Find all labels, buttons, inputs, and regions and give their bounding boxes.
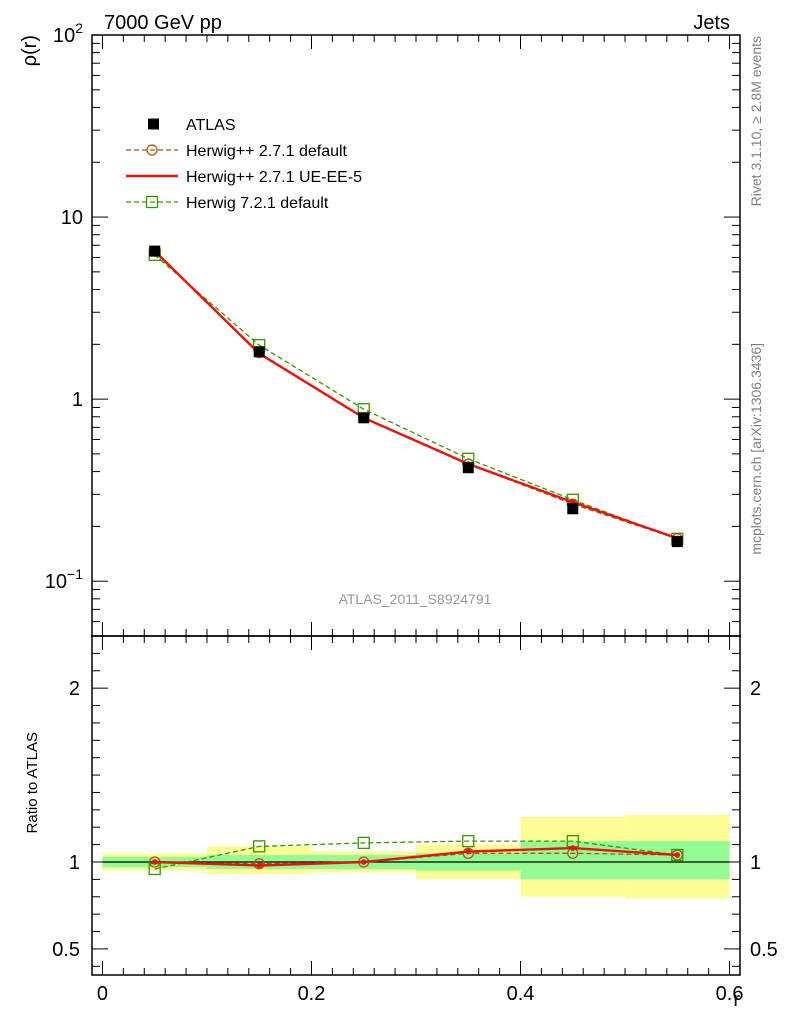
rivet-version-text: Rivet 3.1.10, ≥ 2.8M events: [748, 36, 764, 206]
x-tick-label: 0.4: [507, 983, 535, 1005]
series-2-line: [154, 254, 678, 540]
ratio-axes: 0 0.2 0.4 0.6 0.5 0.5 1 1 2 2: [52, 635, 778, 1005]
ratio-tick-label: 1: [69, 852, 80, 874]
data-point: [358, 412, 370, 424]
legend-data-marker: [148, 118, 159, 130]
ratio-series-layer: [148, 834, 684, 876]
series-1-line: [153, 250, 678, 540]
legend-series-marker: [146, 144, 158, 156]
series-1-ratio-point: [674, 852, 681, 858]
y-tick-label: 102: [53, 20, 83, 47]
series-0-ratio-point: [462, 847, 474, 859]
series-1-ratio-point: [151, 859, 158, 865]
x-tick-label: 0.6: [716, 983, 744, 1005]
series-2-ratio-point: [253, 840, 266, 853]
legend-series-label: Herwig++ 2.7.1 UE-EE-5: [186, 169, 362, 186]
data-point: [671, 536, 683, 548]
data-point: [567, 503, 579, 515]
series-2-ratio-point: [357, 836, 370, 850]
header-right: Jets: [693, 12, 730, 34]
data-point: [253, 346, 265, 358]
y-axis-label: ρ(r): [19, 35, 41, 66]
series-1-ratio-point: [465, 848, 472, 855]
series-1-ratio-point: [360, 859, 367, 865]
ratio-tick-label: 0.5: [52, 939, 80, 961]
ratio-tick-label-right: 0.5: [750, 939, 778, 961]
x-axis-label: r: [733, 989, 740, 1011]
legend-series-label: Herwig 7.2.1 default: [186, 195, 329, 212]
ratio-y-axis-label: Ratio to ATLAS: [24, 732, 41, 833]
series-0-ratio-point: [253, 858, 265, 870]
mcplots-reference-text: mcplots.cern.ch [arXiv:1306.3436]: [748, 343, 764, 555]
series-2-ratio-line: [154, 840, 678, 870]
main-axes: 10−1 1 10 102: [45, 20, 741, 650]
series-1-ratio-point: [256, 862, 263, 869]
data-points-layer: [149, 245, 683, 548]
x-tick-label: 0: [97, 983, 108, 1005]
ratio-tick-label-right: 1: [750, 852, 761, 874]
analysis-watermark: ATLAS_2011_S8924791: [339, 591, 492, 607]
header-left: 7000 GeV pp: [104, 12, 222, 34]
series-1-ratio-point: [569, 845, 576, 851]
legend-series-label: Herwig++ 2.7.1 default: [186, 143, 348, 160]
series-0-ratio-line: [154, 852, 678, 865]
x-tick-label: 0.2: [298, 983, 326, 1005]
ratio-tick-label-right: 2: [750, 678, 761, 700]
y-tick-label: 10−1: [45, 566, 83, 593]
y-tick-label: 1: [72, 389, 83, 411]
legend-data-label: ATLAS: [186, 117, 236, 134]
ratio-tick-label: 2: [69, 678, 80, 700]
legend: ATLAS Herwig++ 2.7.1 default Herwig++ 2.7.…: [126, 117, 362, 212]
series-1-ratio-line: [154, 846, 678, 867]
data-point: [149, 245, 161, 257]
series-2-ratio-point: [462, 834, 475, 848]
y-tick-label: 10: [61, 207, 83, 229]
data-point: [462, 462, 474, 474]
legend-series-marker: [145, 195, 159, 209]
